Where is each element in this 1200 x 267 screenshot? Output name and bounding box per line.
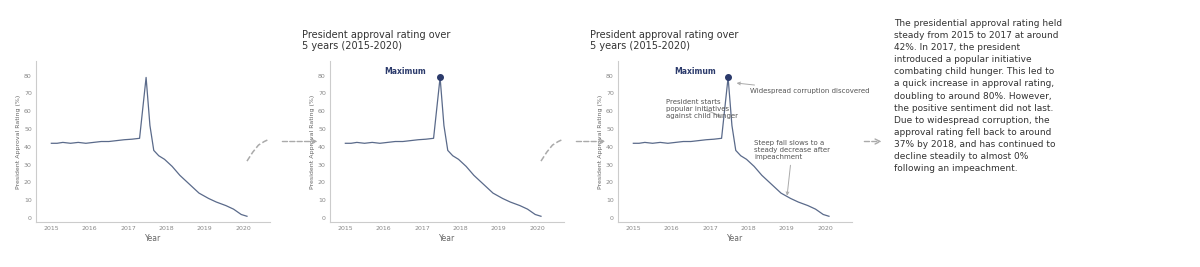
X-axis label: Year: Year [439, 234, 455, 242]
Text: Maximum: Maximum [384, 67, 426, 76]
Text: President approval rating over
5 years (2015-2020): President approval rating over 5 years (… [302, 30, 450, 51]
Y-axis label: President Approval Rating (%): President Approval Rating (%) [598, 95, 604, 189]
Text: The presidential approval rating held
steady from 2015 to 2017 at around
42%. In: The presidential approval rating held st… [894, 19, 1062, 174]
Text: President approval rating over
5 years (2015-2020): President approval rating over 5 years (… [590, 30, 738, 51]
Y-axis label: President Approval Rating (%): President Approval Rating (%) [16, 95, 22, 189]
Text: Widespread corruption discovered: Widespread corruption discovered [738, 82, 870, 94]
Y-axis label: President Approval Rating (%): President Approval Rating (%) [310, 95, 316, 189]
Text: President starts
popular initiatives
against child hunger: President starts popular initiatives aga… [666, 100, 738, 119]
X-axis label: Year: Year [145, 234, 161, 242]
Text: Steep fall slows to a
steady decrease after
impeachment: Steep fall slows to a steady decrease af… [754, 140, 830, 195]
X-axis label: Year: Year [727, 234, 743, 242]
Text: Maximum: Maximum [674, 67, 716, 76]
